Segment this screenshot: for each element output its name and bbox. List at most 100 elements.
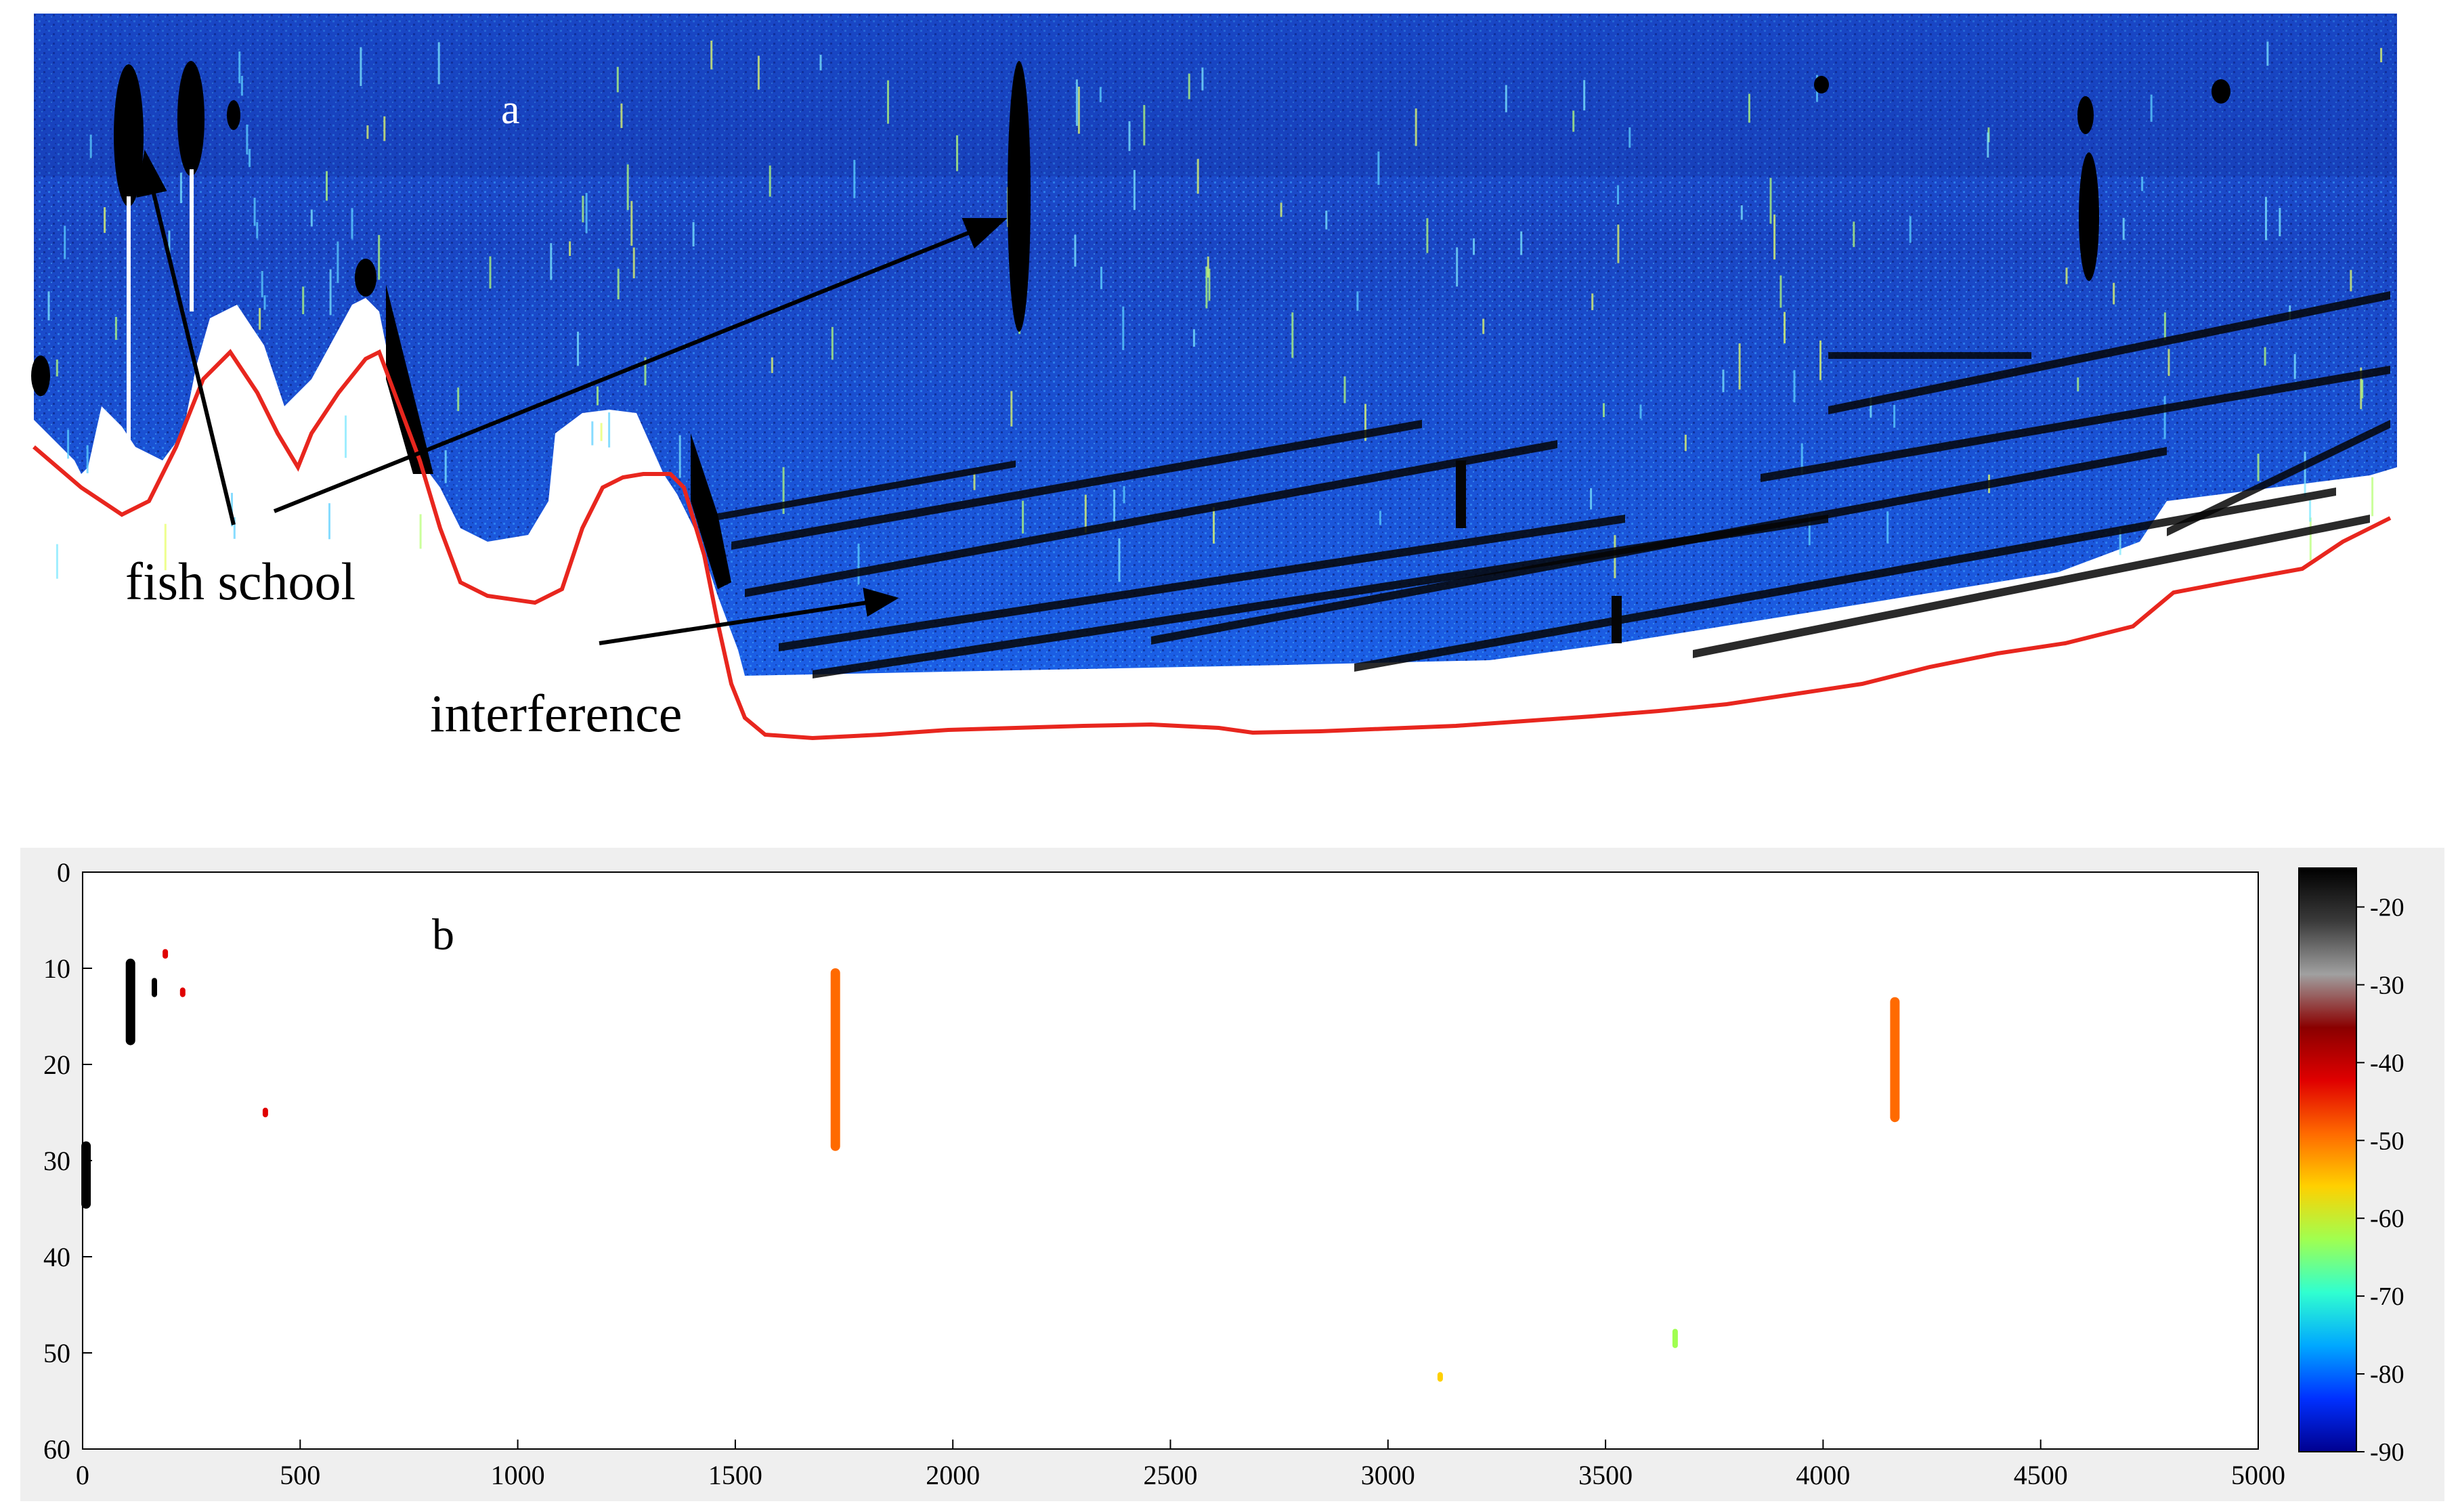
- panel-b-label: b: [432, 910, 454, 959]
- noise-streak: [2360, 367, 2362, 410]
- colorbar-scale: [2298, 867, 2357, 1452]
- noise-streak: [1808, 516, 1811, 546]
- colorbar-tick-label: -30: [2370, 971, 2404, 999]
- noise-streak: [233, 517, 236, 539]
- x-tick-label: 4500: [2014, 1460, 2068, 1490]
- noise-streak: [1122, 306, 1125, 351]
- noise-streak: [710, 41, 713, 70]
- noise-streak: [1074, 234, 1077, 267]
- panel-a-label: a: [501, 87, 520, 133]
- bottom-edge-target: [386, 284, 433, 474]
- noise-streak: [1188, 73, 1190, 100]
- noise-streak: [89, 134, 92, 158]
- noise-streak: [2119, 528, 2121, 555]
- noise-streak: [64, 225, 66, 259]
- noise-streak: [2264, 347, 2266, 366]
- noise-streak: [1520, 231, 1523, 255]
- noise-streak: [328, 503, 330, 540]
- noise-streak: [1482, 318, 1485, 334]
- colorbar-tick-label: -50: [2370, 1127, 2404, 1155]
- noise-streak: [1100, 266, 1102, 290]
- noise-streak: [2065, 267, 2068, 284]
- noise-streak: [47, 291, 50, 321]
- x-tick-label: 3000: [1361, 1460, 1415, 1490]
- noise-streak: [1208, 268, 1211, 301]
- noise-streak: [366, 125, 369, 139]
- noise-streak: [831, 326, 834, 360]
- noise-streak: [1291, 312, 1294, 358]
- noise-streak: [261, 271, 263, 297]
- noise-streak: [2371, 477, 2374, 517]
- noise-streak: [253, 198, 256, 226]
- noise-streak: [608, 412, 611, 448]
- noise-streak: [1133, 170, 1136, 211]
- noise-streak: [86, 445, 89, 473]
- target-chart: 0 500 1000 1500 2000 2500 3000 3500 4000 4500 5000…: [43, 857, 2404, 1490]
- fish-school-target: [31, 355, 50, 396]
- noise-streak: [577, 331, 579, 366]
- noise-streak: [2150, 94, 2153, 122]
- bottom-line: [33, 349, 2392, 741]
- noise-streak: [1603, 403, 1605, 418]
- noise-streak: [1075, 79, 1078, 126]
- noise-streak: [345, 415, 347, 458]
- noise-streak: [2309, 517, 2312, 561]
- colorbar-ticks: -20 -30 -40 -50 -60 -70 -80 -90: [2356, 893, 2404, 1467]
- noise-streak: [1800, 443, 1803, 474]
- y-tick-label: 20: [43, 1050, 70, 1080]
- noise-streak: [2122, 217, 2125, 240]
- noise-streak: [240, 76, 243, 96]
- noise-streak: [1893, 404, 1896, 428]
- noise-streak: [1572, 110, 1575, 132]
- noise-streak: [857, 543, 860, 585]
- colorbar-tick-label: -90: [2370, 1438, 2404, 1467]
- target-mark: [125, 958, 135, 1045]
- noise-streak: [678, 435, 681, 478]
- noise-streak: [1870, 397, 1872, 418]
- noise-streak: [246, 125, 249, 155]
- noise-streak: [582, 196, 584, 223]
- fish-school-target: [2077, 96, 2094, 134]
- noise-streak: [2266, 41, 2269, 66]
- noise-streak: [1738, 343, 1741, 390]
- x-tick-label: 1000: [491, 1460, 545, 1490]
- noise-streak: [1213, 506, 1215, 544]
- noise-streak: [630, 200, 633, 246]
- noise-streak: [1779, 275, 1782, 308]
- noise-streak: [1748, 93, 1750, 123]
- noise-streak: [1415, 108, 1417, 146]
- noise-streak: [104, 207, 106, 233]
- noise-streak: [1201, 67, 1204, 91]
- noise-streak: [1617, 224, 1620, 263]
- noise-streak: [1377, 151, 1380, 185]
- colorbar: -20 -30 -40 -50 -60 -70 -80 -90: [2298, 867, 2404, 1467]
- fish-school-target: [177, 61, 204, 176]
- y-tick-label: 10: [43, 953, 70, 984]
- noise-streak: [1084, 494, 1087, 533]
- noise-streak: [2309, 500, 2312, 522]
- noise-streak: [444, 450, 447, 483]
- noise-streak: [1722, 369, 1725, 393]
- noise-streak: [1583, 80, 1586, 111]
- x-tick-label: 500: [280, 1460, 320, 1490]
- colorbar-tick-label: -70: [2370, 1282, 2404, 1311]
- noise-streak: [617, 268, 620, 300]
- noise-streak: [1909, 216, 1912, 243]
- target-mark: [179, 987, 186, 997]
- interference-label: interference: [430, 684, 682, 743]
- noise-streak: [351, 208, 353, 239]
- colorbar-tick-label: -80: [2370, 1360, 2404, 1389]
- plot-area: [82, 871, 2259, 1450]
- noise-streak: [1740, 205, 1743, 220]
- surface-layer: [34, 14, 2397, 176]
- bottom-edge-target: [691, 433, 731, 589]
- y-tick-label: 50: [43, 1338, 70, 1368]
- noise-streak: [600, 423, 603, 441]
- fish-school-label: fish school: [125, 552, 355, 611]
- noise-streak: [1022, 500, 1024, 534]
- white-streaks: [127, 169, 194, 447]
- noise-streak: [569, 241, 571, 256]
- noise-streak: [597, 386, 599, 406]
- noise-streak: [769, 165, 771, 197]
- noise-streak: [1987, 132, 1989, 158]
